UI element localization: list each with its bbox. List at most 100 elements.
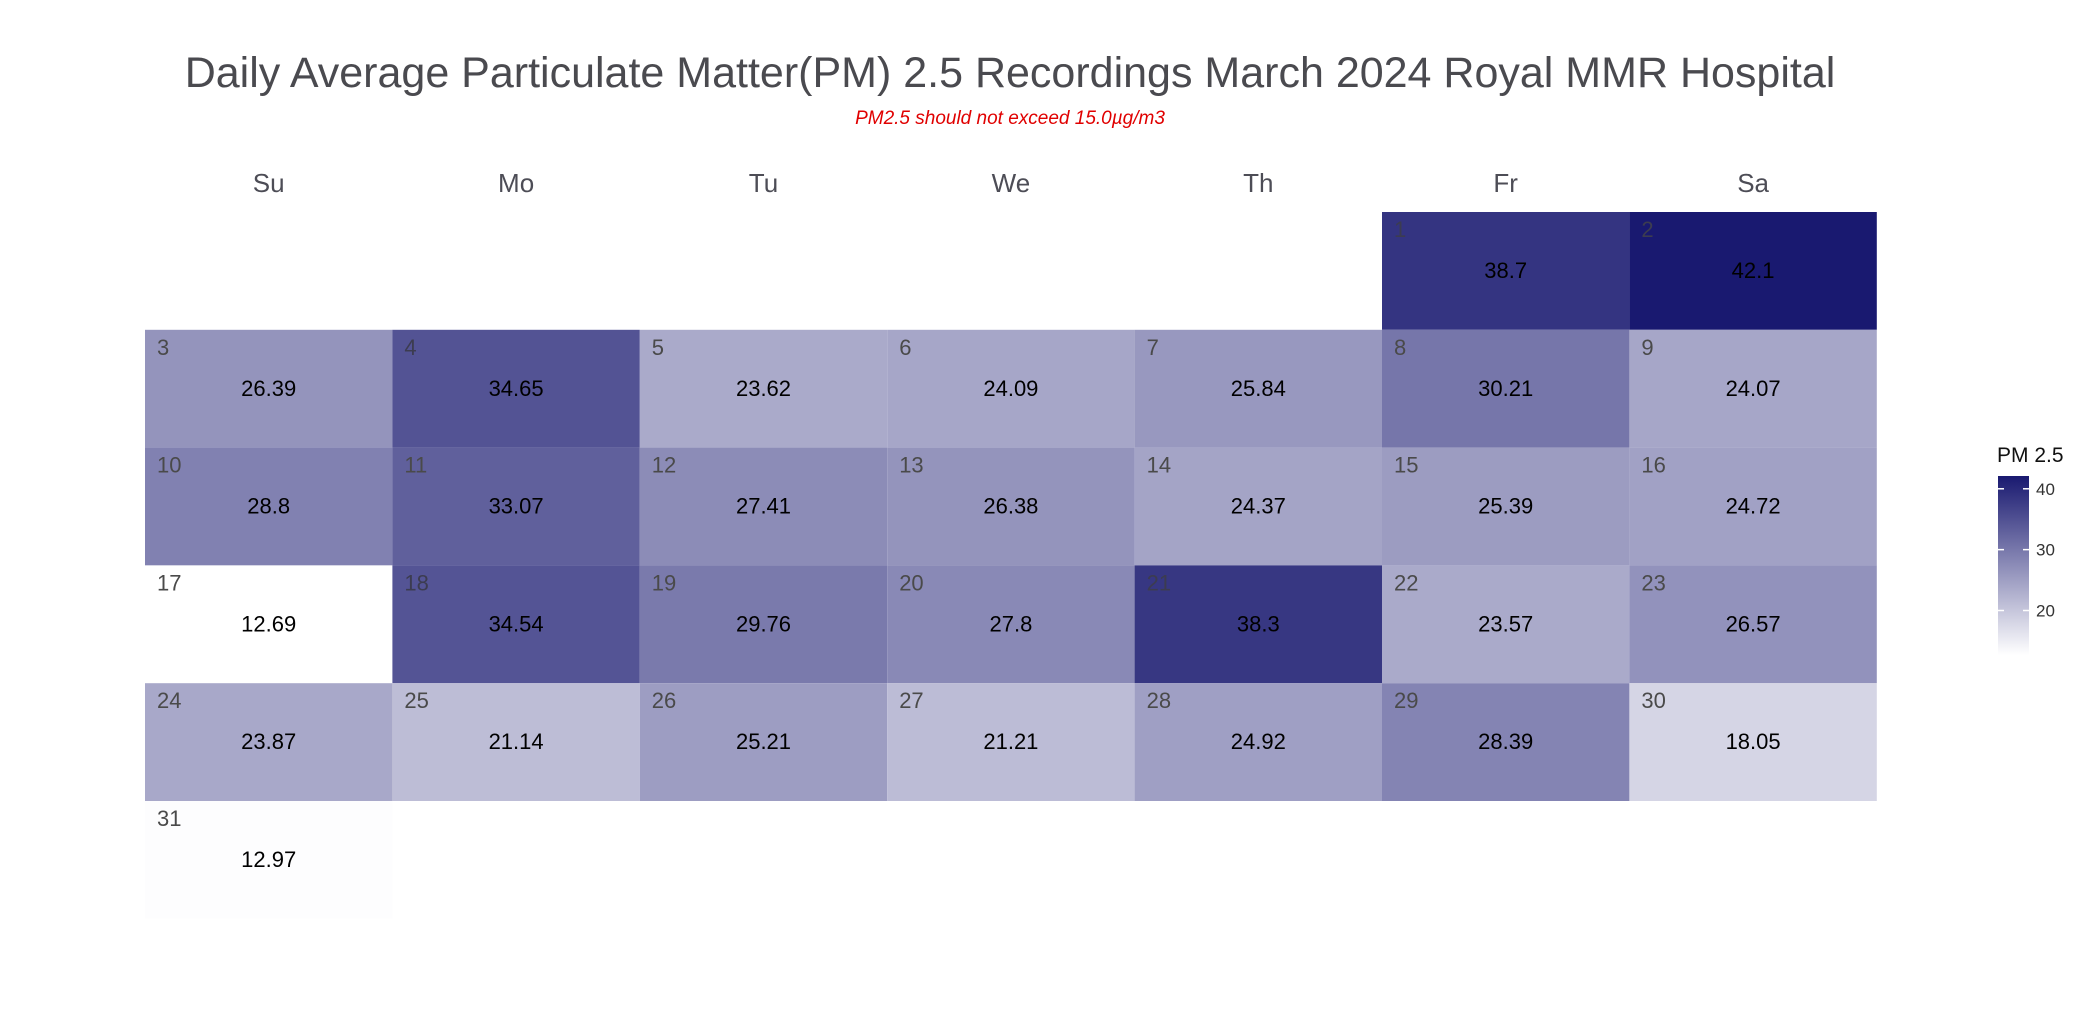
calendar-day-cell: 21 38.3	[1134, 565, 1382, 684]
day-number-label: 13	[899, 453, 923, 478]
day-number-label: 30	[1641, 688, 1665, 713]
day-value-label: 24.72	[1726, 494, 1781, 519]
calendar-day-cell: 31 12.97	[145, 801, 393, 919]
day-color-tile	[887, 683, 1135, 801]
legend-tick-label: 30	[2036, 541, 2055, 560]
day-value-label: 25.39	[1478, 494, 1533, 519]
calendar-day-cell: 830.21	[1382, 329, 1630, 448]
calendar-day-cell: 20 27.8	[887, 565, 1135, 684]
day-number-label: 15	[1394, 453, 1418, 478]
day-color-tile	[1629, 212, 1877, 330]
day-value-label: 28.39	[1478, 729, 1533, 754]
calendar-day-cell: 19 29.76	[639, 565, 888, 684]
day-value-label: 24.92	[1231, 729, 1286, 754]
day-color-tile	[392, 683, 640, 801]
legend-ticks: 20 30 40	[1998, 480, 2055, 621]
day-color-tile	[145, 329, 393, 448]
day-value-label: 38.7	[1484, 258, 1527, 283]
chart-subtitle: PM2.5 should not exceed 15.0µg/m3	[855, 108, 1165, 129]
calendar-day-cell: 23 26.57	[1629, 565, 1877, 684]
calendar-day-cell: 18 34.54	[392, 565, 640, 684]
calendar-day-cell: 24 23.87	[145, 683, 393, 801]
day-value-label: 28.8	[247, 494, 290, 519]
day-value-label: 25.21	[736, 729, 791, 754]
day-color-tile	[639, 565, 888, 684]
calendar-day-cell: 12 27.41	[639, 447, 888, 566]
day-value-label: 23.62	[736, 376, 791, 401]
day-value-label: 24.07	[1726, 376, 1781, 401]
day-value-label: 38.3	[1237, 611, 1280, 636]
calendar-day-cell: 25 21.14	[392, 683, 640, 801]
day-number-label: 31	[157, 806, 181, 831]
weekday-label: Th	[1243, 168, 1273, 198]
day-color-tile	[1134, 329, 1382, 448]
weekday-label: Fr	[1493, 168, 1518, 198]
day-value-label: 26.38	[983, 494, 1038, 519]
day-number-label: 2	[1641, 217, 1653, 242]
day-value-label: 12.69	[241, 611, 296, 636]
day-number-label: 17	[157, 570, 181, 595]
day-color-tile	[392, 447, 640, 566]
day-value-label: 24.37	[1231, 494, 1286, 519]
day-value-label: 18.05	[1726, 729, 1781, 754]
day-color-tile	[887, 329, 1135, 448]
day-number-label: 26	[652, 688, 676, 713]
calendar-day-cell: 10 28.8	[145, 447, 393, 566]
legend-color-bar	[1998, 476, 2029, 655]
calendar-day-cell: 326.39	[145, 329, 393, 448]
day-color-tile	[639, 329, 888, 448]
day-number-label: 8	[1394, 335, 1406, 360]
day-color-tile	[1382, 329, 1630, 448]
calendar-day-cell: 28 24.92	[1134, 683, 1382, 801]
calendar-day-cell: 13 26.38	[887, 447, 1135, 566]
day-number-label: 3	[157, 335, 169, 360]
weekday-label: Sa	[1737, 168, 1769, 198]
legend-title: PM 2.5	[1997, 444, 2064, 467]
calendar-day-cell: 26 25.21	[639, 683, 888, 801]
day-value-label: 30.21	[1478, 376, 1533, 401]
day-color-tile	[1134, 565, 1382, 684]
weekday-label: We	[992, 168, 1031, 198]
legend-tick-label: 20	[2036, 602, 2055, 621]
day-number-label: 16	[1641, 453, 1665, 478]
day-value-label: 23.87	[241, 729, 296, 754]
weekday-label: Mo	[498, 168, 534, 198]
day-number-label: 20	[899, 570, 923, 595]
calendar-day-cell: 22 23.57	[1382, 565, 1630, 684]
calendar-grid: 138.7242.1326.39434.65523.62624.09725.84…	[145, 212, 1877, 919]
calendar-day-cell: 242.1	[1629, 212, 1877, 330]
day-color-tile	[639, 683, 888, 801]
day-value-label: 26.39	[241, 376, 296, 401]
day-value-label: 24.09	[983, 376, 1038, 401]
day-color-tile	[145, 565, 393, 684]
weekday-label: Su	[253, 168, 285, 198]
calendar-day-cell: 11 33.07	[392, 447, 640, 566]
day-number-label: 18	[404, 570, 428, 595]
day-value-label: 21.14	[489, 729, 544, 754]
day-number-label: 11	[404, 453, 427, 478]
day-value-label: 26.57	[1726, 611, 1781, 636]
color-legend: PM 2.5 20 30 40	[1997, 444, 2064, 655]
day-number-label: 6	[899, 335, 911, 360]
day-value-label: 33.07	[489, 494, 544, 519]
weekday-header-row: Su Mo Tu We Th Fr Sa	[253, 168, 1770, 198]
day-number-label: 22	[1394, 570, 1418, 595]
calendar-day-cell: 523.62	[639, 329, 888, 448]
day-color-tile	[1134, 683, 1382, 801]
calendar-day-cell: 15 25.39	[1382, 447, 1630, 566]
day-number-label: 24	[157, 688, 181, 713]
day-color-tile	[887, 565, 1135, 684]
day-color-tile	[145, 683, 393, 801]
day-number-label: 1	[1394, 217, 1406, 242]
day-color-tile	[1629, 447, 1877, 566]
day-value-label: 34.54	[489, 611, 544, 636]
day-number-label: 5	[652, 335, 664, 360]
calendar-day-cell: 725.84	[1134, 329, 1382, 448]
calendar-day-cell: 924.07	[1629, 329, 1877, 448]
day-color-tile	[145, 447, 393, 566]
day-number-label: 12	[652, 453, 676, 478]
day-color-tile	[887, 447, 1135, 566]
weekday-label: Tu	[749, 168, 778, 198]
day-number-label: 28	[1147, 688, 1171, 713]
